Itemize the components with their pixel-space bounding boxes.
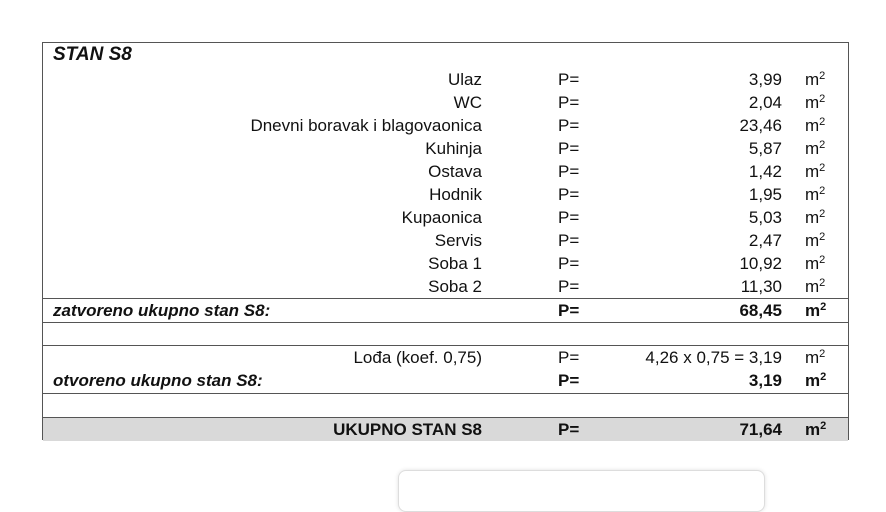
room-row: Kupaonica P= 5,03 m2 (43, 206, 848, 229)
closed-total-row: zatvoreno ukupno stan S8: P= 68,45 m2 (43, 298, 848, 323)
room-name: Kuhinja (425, 139, 482, 158)
room-area: 1,42 (748, 162, 782, 181)
p-label: P= (558, 254, 580, 273)
room-row: Ulaz P= 3,99 m2 (43, 68, 848, 91)
room-area: 5,03 (748, 208, 782, 227)
open-total-label: otvoreno ukupno stan S8: (53, 371, 263, 390)
p-label: P= (558, 162, 580, 181)
area-table: STAN S8 Ulaz P= 3,99 m2 WC P= 2,04 m2 Dnev… (42, 42, 849, 441)
unit: m2 (805, 277, 826, 296)
room-row: Soba 2 P= 11,30 m2 (43, 275, 848, 298)
p-label: P= (558, 139, 580, 158)
bottom-card (398, 470, 765, 512)
open-total-area: 3,19 (748, 371, 782, 390)
room-name: WC (453, 93, 482, 112)
room-area: 2,47 (748, 231, 782, 250)
room-name: Ulaz (447, 70, 482, 89)
room-area: 3,99 (748, 70, 782, 89)
unit: m2 (805, 162, 826, 181)
unit: m2 (805, 185, 826, 204)
grand-total-row: UKUPNO STAN S8 P= 71,64 m2 (43, 417, 848, 441)
p-label: P= (558, 70, 580, 89)
blank-row (43, 393, 848, 418)
blank-row (43, 322, 848, 346)
room-name: Kupaonica (401, 208, 482, 227)
room-name: Hodnik (429, 185, 482, 204)
unit: m2 (805, 231, 826, 250)
grand-total-label: UKUPNO STAN S8 (333, 420, 482, 439)
unit: m2 (805, 93, 826, 112)
room-row: WC P= 2,04 m2 (43, 91, 848, 114)
room-area: 10,92 (739, 254, 782, 273)
unit: m2 (805, 420, 827, 439)
room-name: Dnevni boravak i blagovaonica (250, 116, 482, 135)
grand-total-area: 71,64 (739, 420, 782, 439)
room-area: 2,04 (748, 93, 782, 112)
room-name: Servis (434, 231, 482, 250)
loggia-row: Lođa (koef. 0,75) P= 4,26 x 0,75 = 3,19 … (43, 345, 848, 369)
table-title: STAN S8 (53, 44, 132, 65)
unit: m2 (805, 208, 826, 227)
p-label: P= (558, 116, 580, 135)
p-label: P= (558, 277, 580, 296)
room-name: Ostava (428, 162, 482, 181)
p-label: P= (558, 208, 580, 227)
unit: m2 (805, 301, 827, 320)
loggia-label: Lođa (koef. 0,75) (353, 348, 482, 367)
unit: m2 (805, 348, 826, 367)
room-row: Hodnik P= 1,95 m2 (43, 183, 848, 206)
room-area: 1,95 (748, 185, 782, 204)
loggia-area: 4,26 x 0,75 = 3,19 (645, 348, 782, 367)
p-label: P= (558, 371, 580, 390)
room-area: 11,30 (740, 277, 782, 296)
room-row: Dnevni boravak i blagovaonica P= 23,46 m… (43, 114, 848, 137)
unit: m2 (805, 116, 826, 135)
room-row: Soba 1 P= 10,92 m2 (43, 252, 848, 275)
closed-total-label: zatvoreno ukupno stan S8: (53, 301, 271, 320)
p-label: P= (558, 420, 580, 439)
room-row: Servis P= 2,47 m2 (43, 229, 848, 252)
unit: m2 (805, 139, 826, 158)
p-label: P= (558, 348, 580, 367)
room-row: Kuhinja P= 5,87 m2 (43, 137, 848, 160)
p-label: P= (558, 93, 580, 112)
unit: m2 (805, 254, 826, 273)
room-name: Soba 1 (428, 254, 482, 273)
p-label: P= (558, 185, 580, 204)
room-name: Soba 2 (428, 277, 482, 296)
open-total-row: otvoreno ukupno stan S8: P= 3,19 m2 (43, 369, 848, 392)
room-area: 5,87 (748, 139, 782, 158)
room-row: Ostava P= 1,42 m2 (43, 160, 848, 183)
unit: m2 (805, 371, 827, 390)
p-label: P= (558, 231, 580, 250)
room-area: 23,46 (739, 116, 782, 135)
closed-total-area: 68,45 (739, 301, 782, 320)
unit: m2 (805, 70, 826, 89)
p-label: P= (558, 301, 580, 320)
